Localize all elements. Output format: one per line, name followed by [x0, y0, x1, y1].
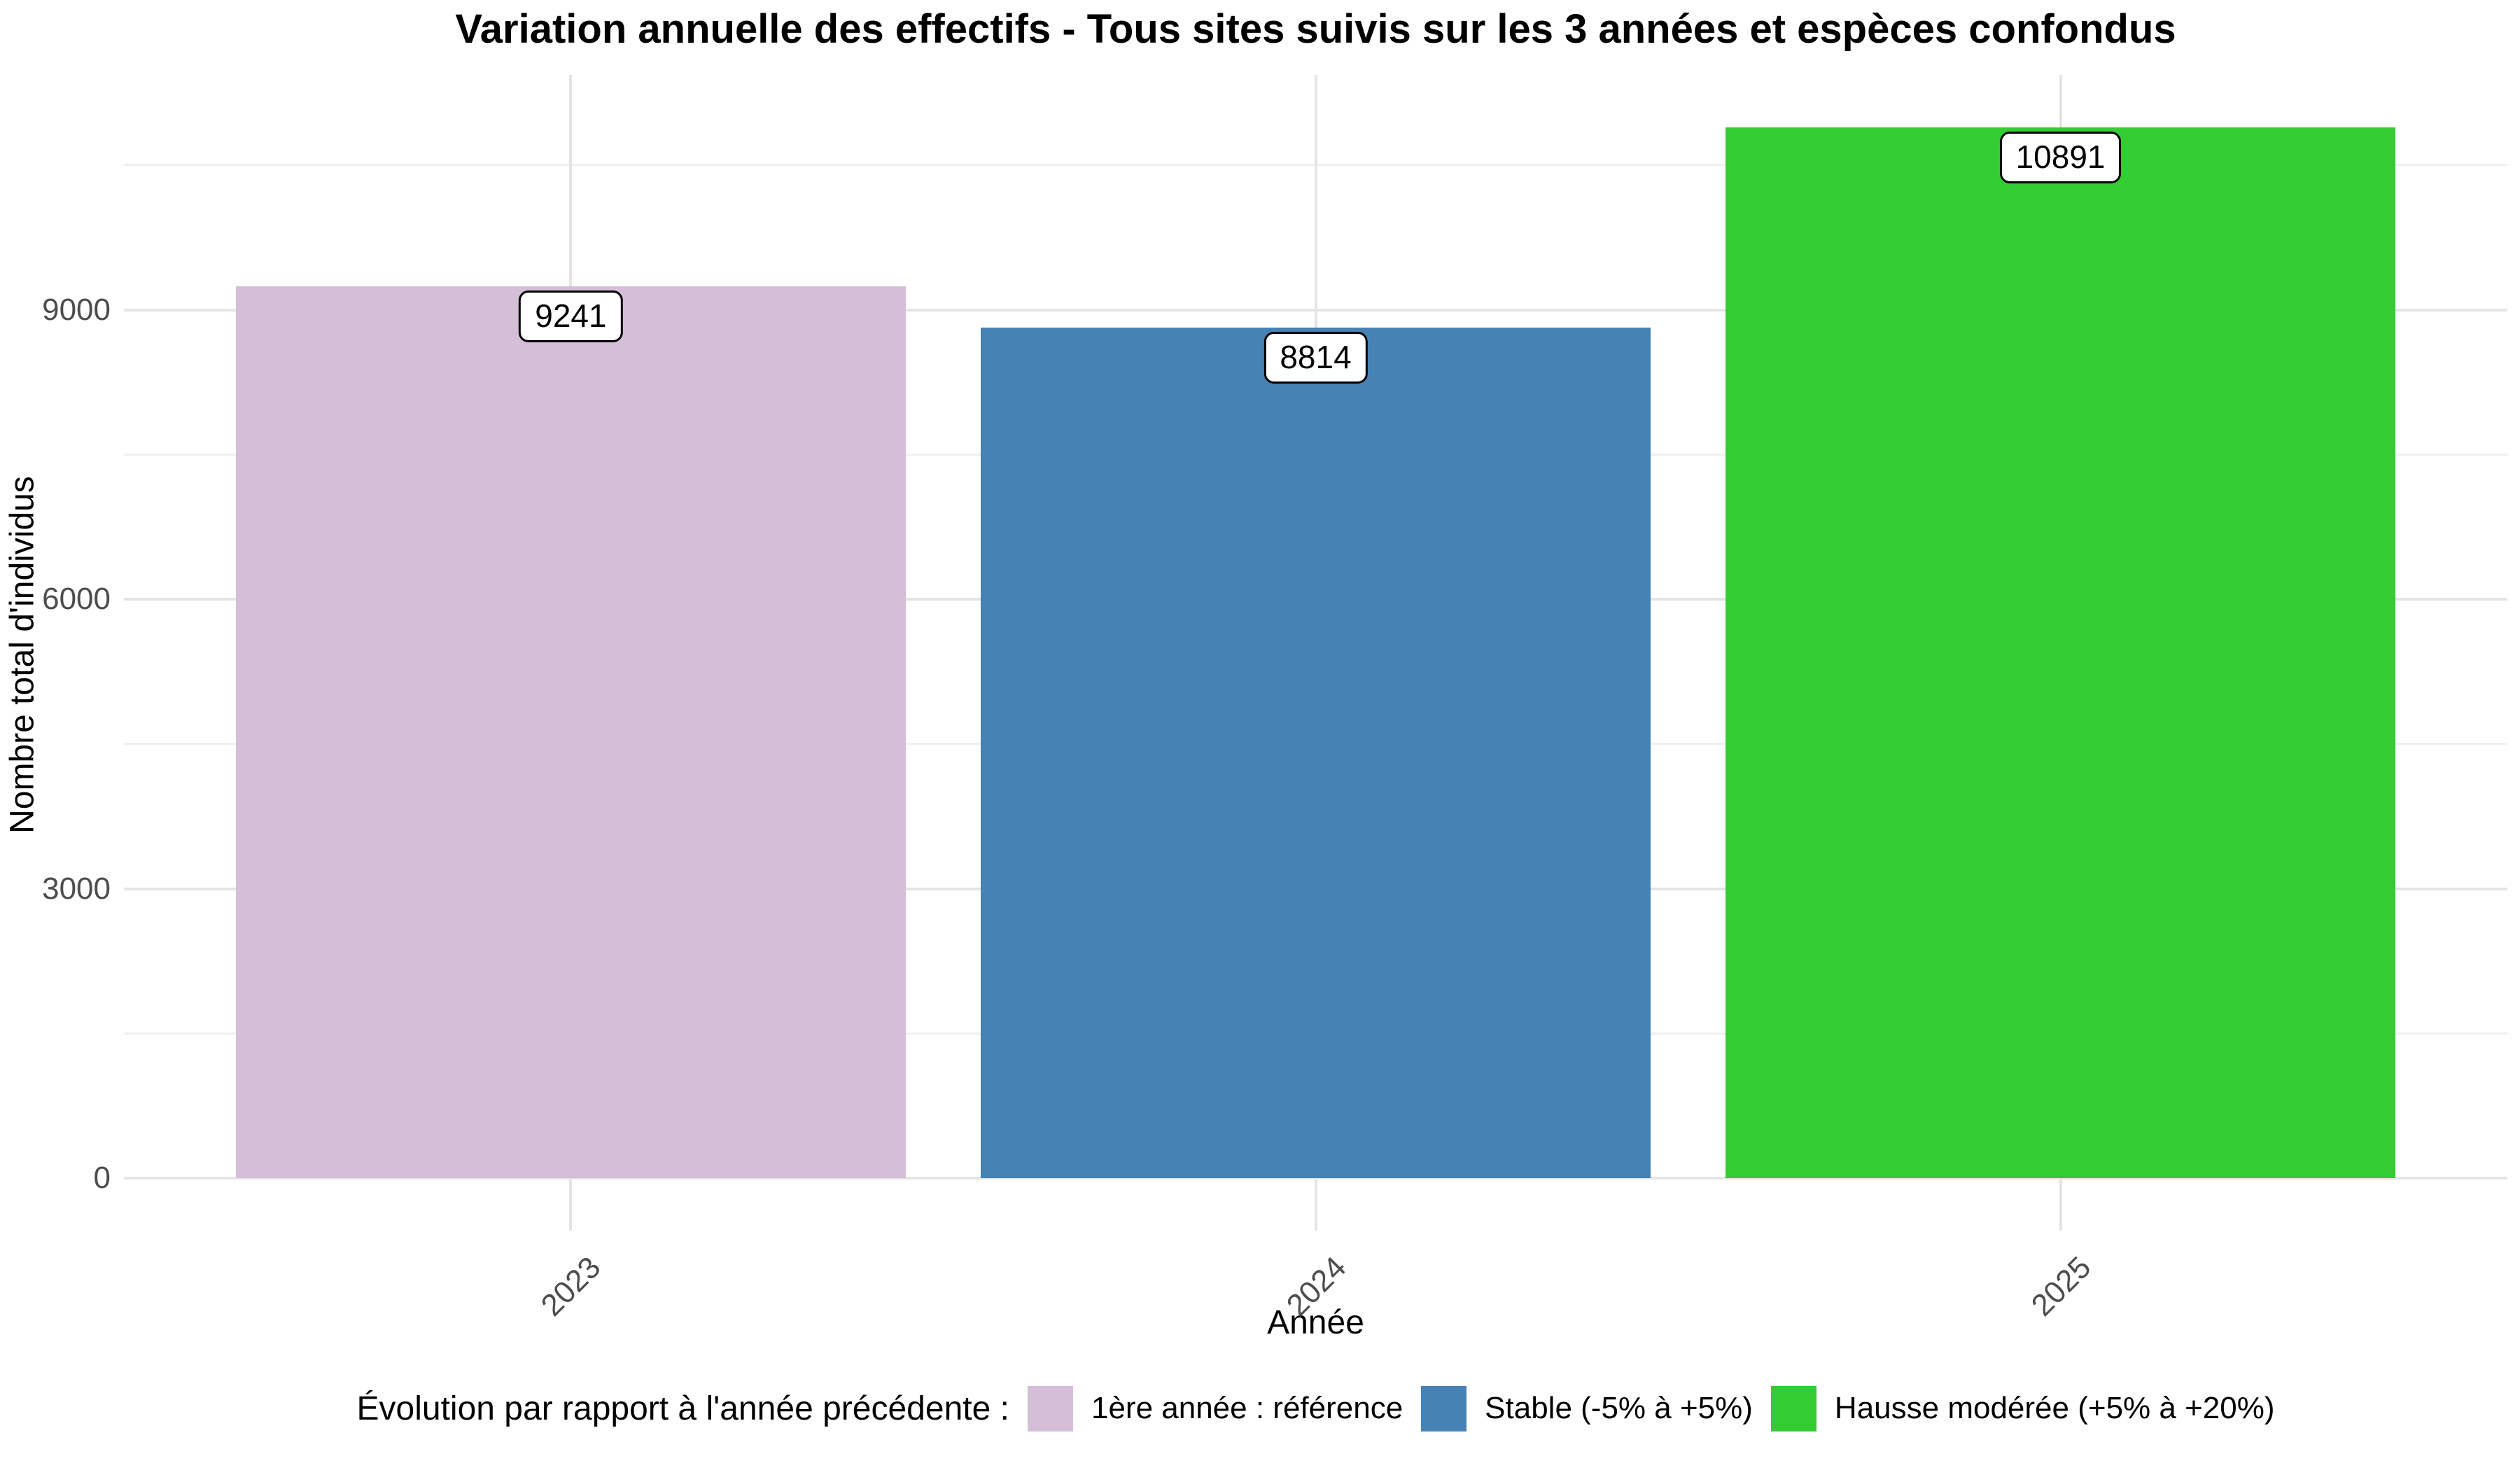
y-axis-title: Nombre total d'individus: [4, 476, 41, 834]
chart-title: Variation annuelle des effectifs - Tous …: [455, 6, 2176, 52]
y-tick-label: 0: [93, 1160, 111, 1195]
legend-title: Évolution par rapport à l'année précéden…: [356, 1390, 1009, 1427]
legend-item: Hausse modérée (+5% à +20%): [1770, 1385, 2275, 1432]
y-tick-label: 9000: [42, 292, 111, 327]
legend-item-label: Hausse modérée (+5% à +20%): [1834, 1391, 2275, 1425]
legend-swatch: [1770, 1385, 1816, 1432]
y-tick-label: 3000: [42, 871, 111, 906]
y-tick-label: 6000: [42, 582, 111, 617]
bar-value-label: 9241: [519, 290, 623, 342]
legend-item: 1ère année : référence: [1027, 1385, 1404, 1432]
plot-panel: 9241 8814 10891: [124, 75, 2507, 1231]
legend-swatch: [1027, 1385, 1073, 1432]
legend-item-label: Stable (-5% à +5%): [1485, 1391, 1753, 1425]
bar-2025: [1725, 127, 2396, 1178]
bar-value-label: 10891: [1999, 132, 2122, 183]
bar-2024: [980, 328, 1651, 1178]
legend: Évolution par rapport à l'année précéden…: [124, 1373, 2507, 1443]
legend-item-label: 1ère année : référence: [1091, 1391, 1404, 1425]
legend-swatch: [1421, 1385, 1467, 1432]
x-axis-title: Année: [1267, 1304, 1364, 1341]
bar-2023: [235, 286, 906, 1178]
legend-item: Stable (-5% à +5%): [1421, 1385, 1753, 1432]
bar-value-label: 8814: [1264, 332, 1368, 384]
